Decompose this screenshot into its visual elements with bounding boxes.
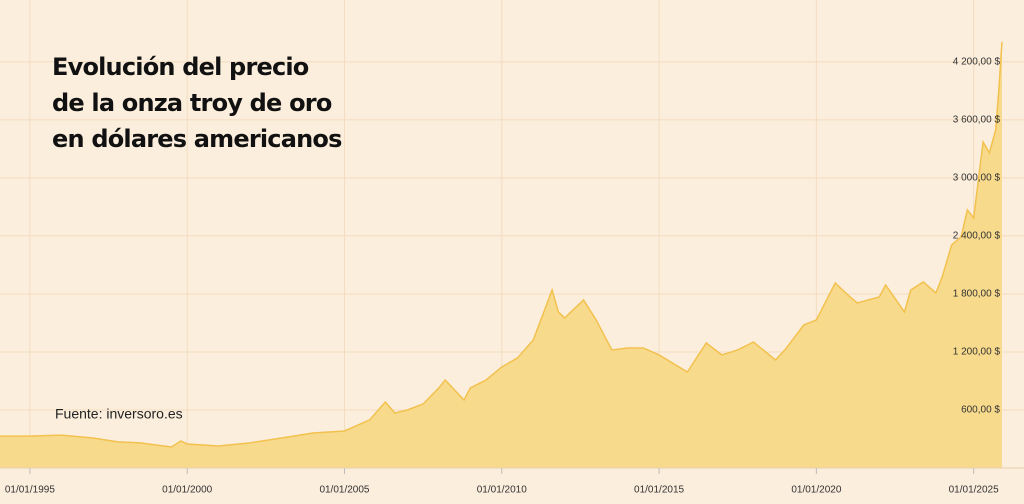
line — [0, 41, 1003, 448]
y-tick-label: 1 200,00 $ — [953, 347, 1001, 358]
x-tick-label: 01/01/2010 — [477, 485, 527, 496]
x-tick-label: 01/01/2000 — [162, 485, 212, 496]
source-note: Fuente: inversoro.es — [55, 406, 183, 422]
y-tick-label: 3 000,00 $ — [953, 173, 1001, 184]
x-tick-label: 01/01/2025 — [949, 485, 999, 496]
y-tick-label: 4 200,00 $ — [953, 57, 1001, 68]
y-tick-label: 600,00 $ — [961, 405, 1000, 416]
x-tick-label: 01/01/2015 — [634, 485, 684, 496]
chart-title: de la onza troy de oro — [52, 89, 332, 117]
area — [0, 41, 1002, 469]
plot — [0, 41, 1003, 469]
y-tick-label: 3 600,00 $ — [953, 115, 1001, 126]
chart-title: en dólares americanos — [52, 125, 342, 153]
y-tick-label: 2 400,00 $ — [953, 231, 1001, 242]
x-tick-label: 01/01/2005 — [319, 485, 369, 496]
y-tick-label: 1 800,00 $ — [953, 289, 1001, 300]
x-tick-label: 01/01/1995 — [5, 485, 55, 496]
chart-title: Evolución del precio — [52, 53, 309, 81]
x-tick-label: 01/01/2020 — [791, 485, 841, 496]
